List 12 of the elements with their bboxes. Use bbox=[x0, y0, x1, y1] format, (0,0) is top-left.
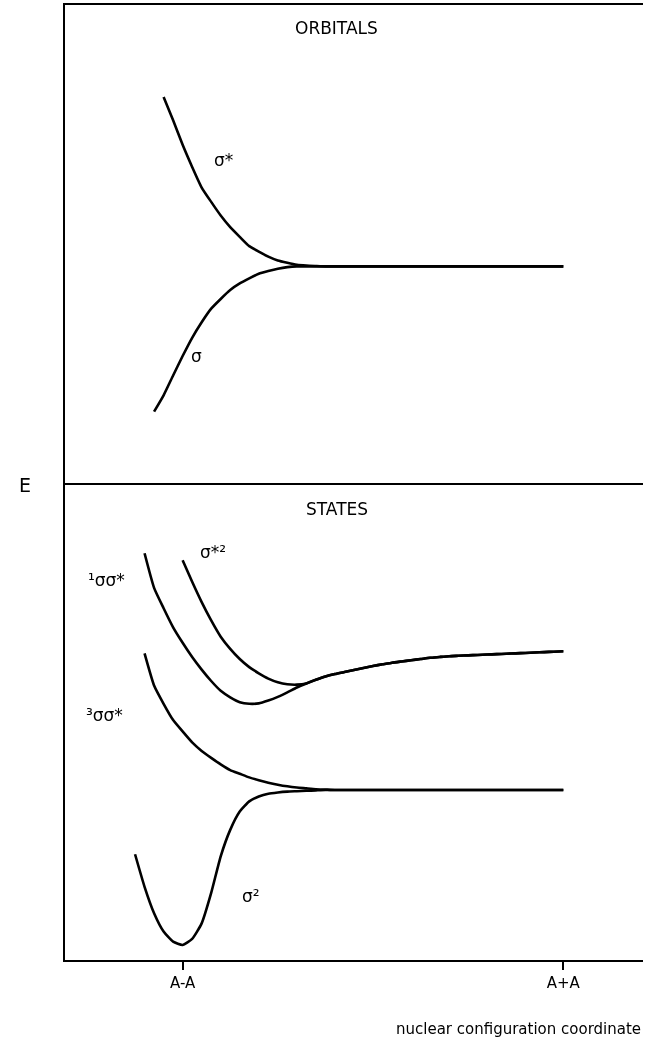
text: ³σσ* bbox=[86, 705, 123, 725]
x-axis-title: nuclear configuration coordinate bbox=[396, 1020, 642, 1038]
y-axis-title: E bbox=[19, 474, 32, 496]
series-label: σ bbox=[191, 346, 202, 366]
x-tick-label: A-A bbox=[169, 974, 196, 992]
chart-title: ORBITALS bbox=[295, 18, 378, 38]
chart-title: STATES bbox=[306, 499, 369, 519]
x-tick-label: A+A bbox=[546, 974, 581, 992]
series-label: ¹σσ* bbox=[88, 570, 125, 590]
series-label: σ² bbox=[242, 886, 260, 906]
series-label: σ*² bbox=[200, 542, 227, 562]
series-label: σ* bbox=[214, 150, 234, 170]
